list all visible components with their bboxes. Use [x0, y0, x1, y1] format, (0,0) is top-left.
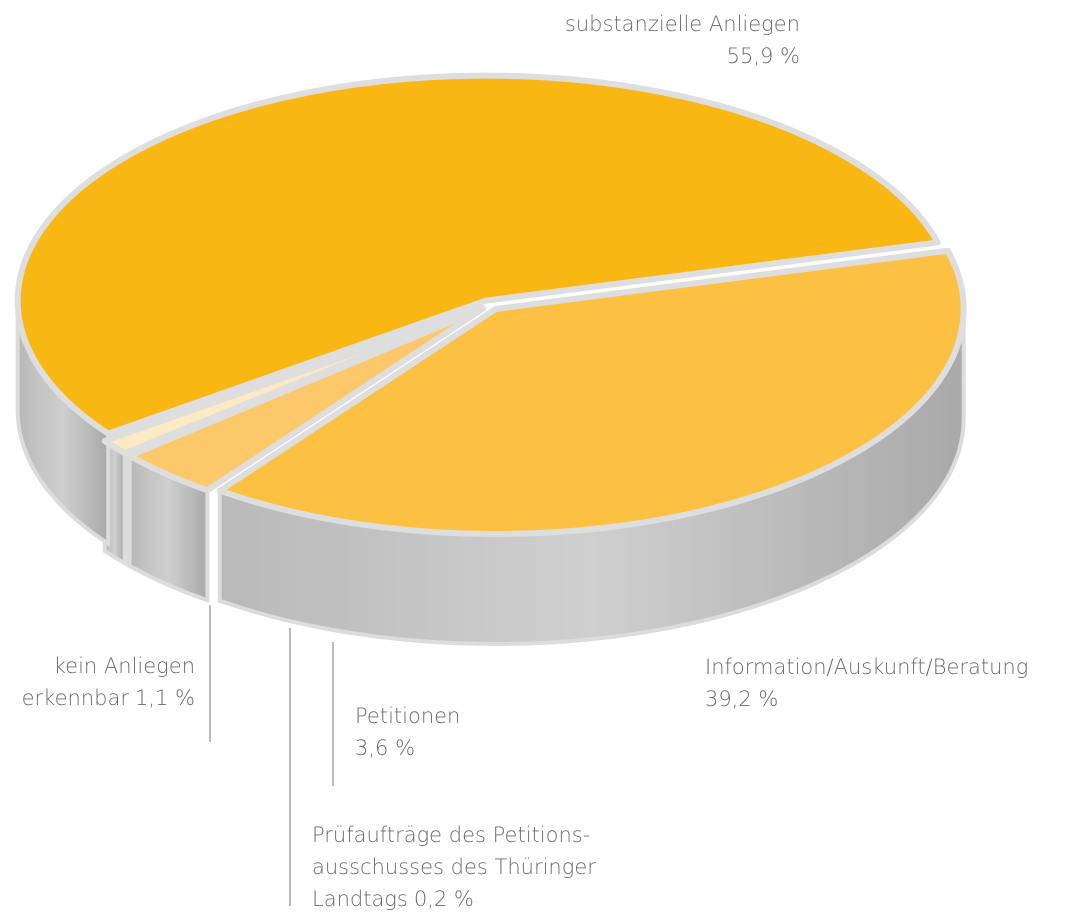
slice-label: Petitionen: [355, 704, 460, 728]
label-line: substanzielle Anliegen: [565, 12, 800, 36]
label-line: kein Anliegen: [54, 654, 195, 678]
slice: [14, 72, 941, 437]
value-label: 39,2 %: [705, 687, 778, 711]
value-label: 3,6 %: [355, 736, 415, 760]
slice-label: substanzielle Anliegen: [565, 12, 800, 36]
slice: [101, 304, 486, 457]
pie-sides: [15, 300, 966, 646]
pie-tops: [14, 72, 967, 537]
slice-label: Prüfaufträge des Petitions-ausschusses d…: [312, 823, 596, 911]
label-line: Petitionen: [355, 704, 460, 728]
labels: Information/Auskunft/Beratung 39,2 % Petit…: [22, 12, 1029, 911]
slice-label: Information/Auskunft/Beratung: [705, 655, 1028, 679]
slice-label: kein Anliegen erkennbar: [22, 654, 195, 710]
label-line: Information/Auskunft/Beratung: [705, 655, 1028, 679]
value-label: 0,2 %: [414, 887, 474, 911]
label-line: Prüfaufträge des Petitions-: [312, 823, 590, 847]
slice: [216, 247, 967, 537]
value-label: 55,9 %: [727, 44, 800, 68]
label-line: ausschusses des Thüringer: [312, 855, 596, 879]
label-line: Landtags: [312, 887, 408, 911]
label-line: erkennbar: [22, 686, 130, 710]
value-label: 1,1 %: [135, 686, 195, 710]
